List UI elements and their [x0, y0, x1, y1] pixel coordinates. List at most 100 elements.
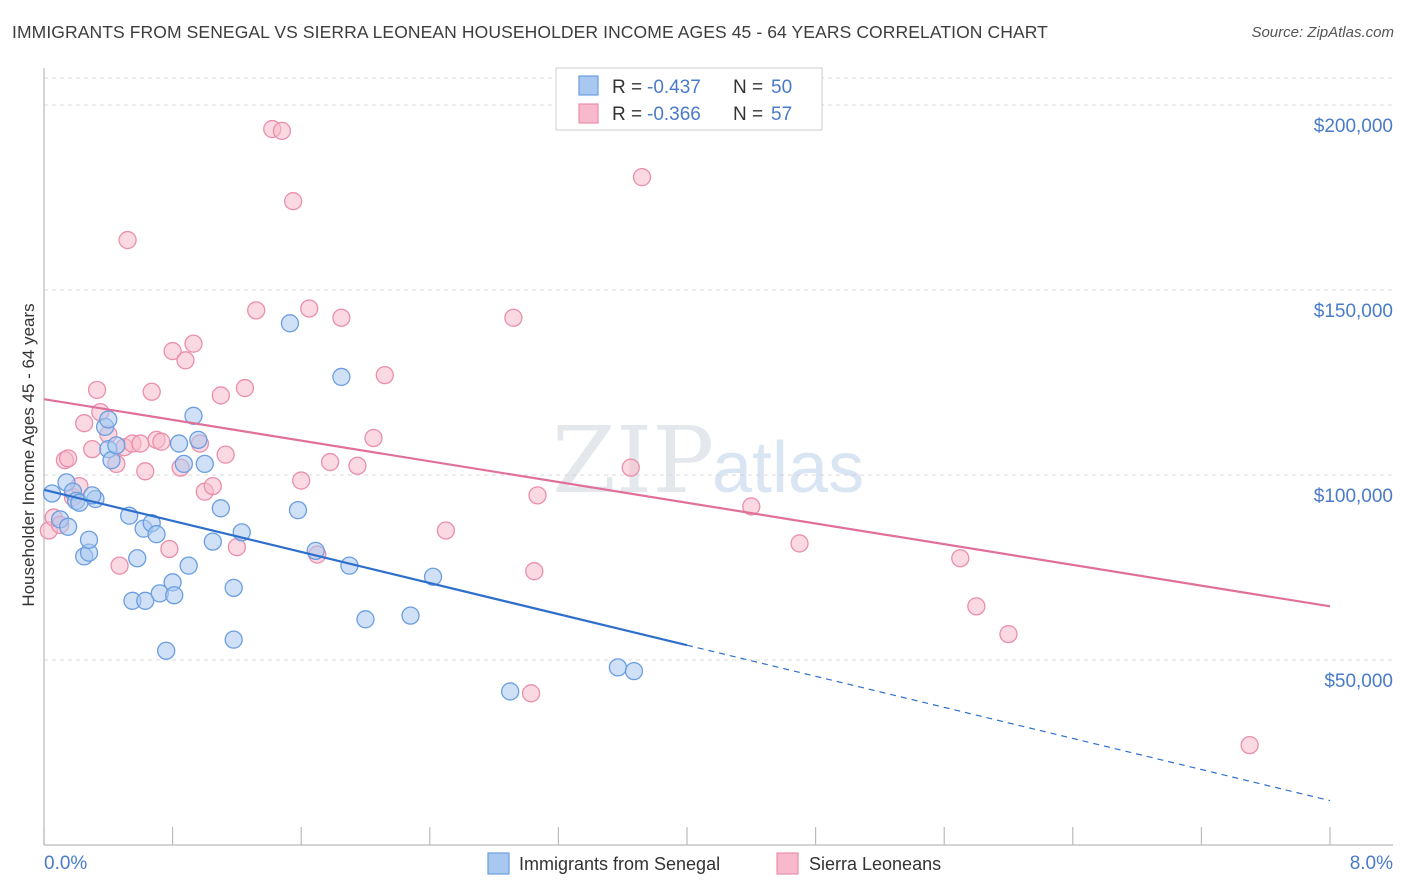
senegal-point — [128, 549, 147, 568]
sierra-point — [184, 334, 203, 353]
gridlines — [44, 77, 1393, 661]
stats-sierra-n-value: 57 — [771, 104, 792, 125]
sierra-point — [284, 192, 303, 211]
sierra-point — [163, 341, 182, 361]
senegal-point — [501, 682, 520, 701]
y-tick-label: $150,000 — [1314, 301, 1393, 322]
sierra-point — [436, 521, 456, 540]
sierra-point — [87, 380, 107, 400]
sierra-point — [951, 549, 970, 568]
sierra-point — [247, 301, 266, 320]
sierra-point — [742, 497, 761, 516]
stats-senegal-swatch — [578, 75, 599, 96]
senegal-point — [288, 500, 308, 520]
watermark: ZIP atlas — [552, 407, 864, 514]
source-label: Source: ZipAtlas.com — [1251, 24, 1394, 41]
senegal-point — [136, 591, 155, 610]
sierra-point — [216, 445, 235, 464]
trend-line-senegal — [43, 488, 688, 647]
senegal-point — [179, 556, 198, 575]
stats-senegal-n-label: N = — [733, 77, 763, 98]
senegal-point — [356, 610, 375, 629]
senegal-point — [157, 641, 176, 660]
chart-title: IMMIGRANTS FROM SENEGAL VS SIERRA LEONEA… — [12, 22, 1048, 42]
senegal-point — [224, 630, 243, 649]
senegal-point — [99, 410, 118, 429]
stats-senegal-r-label: R = — [612, 77, 642, 98]
sierra-point — [632, 167, 652, 187]
stats-sierra-r-value: -0.366 — [647, 104, 701, 125]
senegal-point — [147, 525, 166, 544]
sierra-point — [320, 452, 340, 472]
y-tick-label: $200,000 — [1314, 116, 1393, 137]
legend-item-sierra[interactable]: Sierra Leoneans — [776, 852, 941, 875]
senegal-point — [165, 586, 184, 605]
y-tick-label: $50,000 — [1324, 671, 1393, 692]
legend: Immigrants from Senegal Sierra Leoneans — [487, 852, 941, 875]
sierra-point — [75, 414, 94, 433]
stats-box: R = -0.437 N = 50 R = -0.366 N = 57 — [555, 67, 823, 131]
sierra-point — [211, 386, 230, 405]
sierra-point — [136, 462, 155, 481]
senegal-point — [107, 436, 126, 455]
sierra-point — [300, 299, 319, 318]
trend-line-senegal-extrapolated — [686, 644, 1331, 802]
legend-item-senegal[interactable]: Immigrants from Senegal — [487, 852, 720, 875]
senegal-point — [58, 517, 78, 536]
legend-senegal-label: Immigrants from Senegal — [519, 854, 720, 874]
senegal-point — [79, 530, 99, 549]
senegal-point — [280, 314, 300, 333]
senegal-point — [211, 499, 230, 518]
sierra-point — [528, 486, 547, 505]
senegal-point — [195, 454, 214, 474]
sierra-point — [160, 539, 179, 559]
sierra-point — [999, 624, 1018, 644]
stats-sierra-swatch — [578, 103, 599, 124]
senegal-point — [203, 532, 222, 551]
senegal-point — [174, 454, 194, 474]
senegal-point — [332, 367, 351, 387]
sierra-point — [292, 471, 311, 490]
sierra-point — [504, 308, 523, 327]
senegal-point — [401, 606, 420, 625]
sierra-point — [364, 428, 383, 448]
sierra-point — [272, 121, 292, 141]
legend-senegal-swatch — [487, 852, 510, 875]
x-tick-label-min: 0.0% — [44, 853, 87, 874]
sierra-point — [131, 434, 150, 453]
sierra-point — [332, 308, 351, 327]
senegal-point — [608, 658, 628, 677]
sierra-point — [58, 449, 78, 468]
stats-sierra-r-label: R = — [612, 104, 642, 125]
series-immigrants-from-senegal — [42, 314, 644, 701]
trend-lines — [43, 398, 1331, 802]
sierra-point — [83, 439, 102, 459]
sierra-point — [521, 684, 541, 703]
y-tick-label: $100,000 — [1314, 486, 1393, 507]
axes — [43, 68, 1393, 846]
senegal-point — [169, 434, 189, 453]
watermark-atlas: atlas — [712, 428, 864, 508]
sierra-point — [152, 432, 171, 451]
x-tick-label-max: 8.0% — [1350, 853, 1393, 874]
sierra-point — [176, 351, 195, 370]
sierra-point — [525, 562, 544, 581]
senegal-point — [224, 578, 243, 597]
stats-sierra-n-label: N = — [733, 104, 763, 125]
y-tick-labels: $50,000 $100,000 $150,000 $200,000 — [1314, 116, 1393, 692]
sierra-point — [142, 382, 161, 401]
legend-sierra-swatch — [776, 852, 799, 875]
sierra-point — [203, 476, 222, 496]
senegal-point — [189, 430, 208, 450]
sierra-point — [235, 378, 255, 398]
sierra-point — [790, 534, 809, 553]
y-axis-label: Householder Income Ages 45 - 64 years — [19, 303, 38, 606]
sierra-point — [1240, 735, 1259, 755]
sierra-point — [967, 597, 986, 616]
senegal-point — [423, 567, 443, 586]
legend-sierra-label: Sierra Leoneans — [809, 854, 941, 874]
stats-senegal-r-value: -0.437 — [647, 77, 701, 98]
trend-line-sierra — [43, 398, 1331, 608]
sierra-point — [118, 230, 137, 250]
